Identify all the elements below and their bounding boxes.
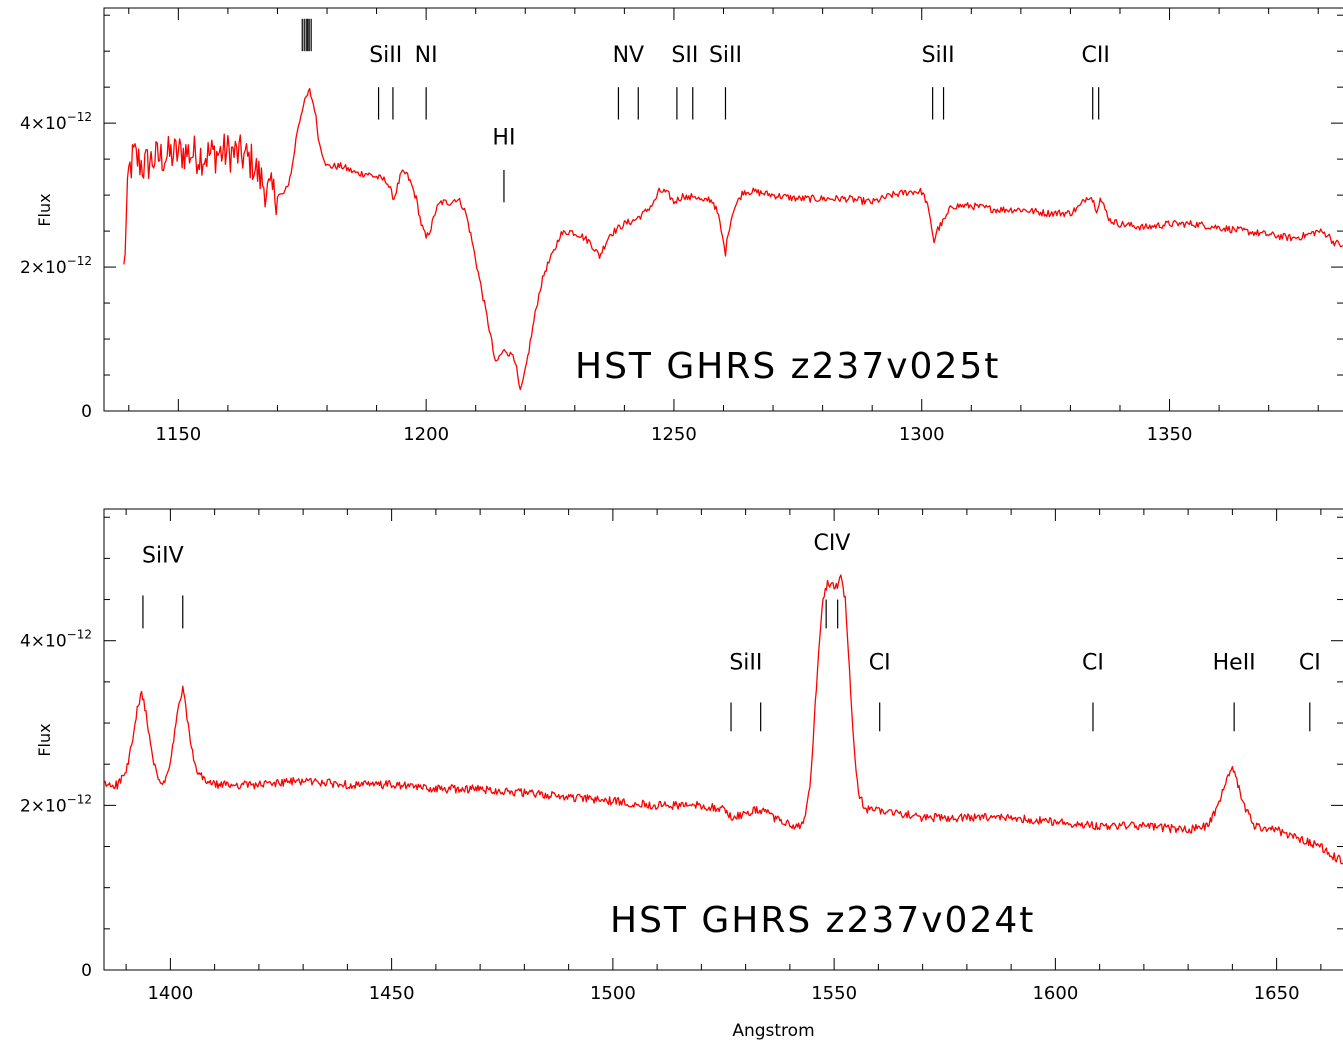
y-tick-label: 2×10−12 (20, 792, 92, 816)
x-tick-label: 1600 (1032, 983, 1078, 1004)
y-axis-label: Flux (35, 723, 54, 756)
line-id-label: SiII (729, 651, 762, 676)
y-axis-label: Flux (35, 193, 54, 226)
line-id-label: SiII (922, 43, 955, 68)
y-tick-mantissa: 2×10 (20, 796, 67, 816)
y-tick-mantissa: 4×10 (20, 114, 67, 134)
line-id-label: CI (869, 651, 891, 676)
y-tick-mantissa: 4×10 (20, 632, 67, 652)
spectrum-line (104, 574, 1343, 865)
x-axis-label: Angstrom (732, 1021, 814, 1041)
line-id-label: CI (1299, 651, 1321, 676)
line-id-label: SII (671, 43, 698, 68)
plot-frame (103, 508, 1343, 971)
x-tick-label: 1300 (899, 424, 945, 445)
y-tick-mantissa: 2×10 (20, 258, 67, 278)
x-tick-label: 1650 (1254, 983, 1300, 1004)
x-tick-label: 1150 (155, 424, 201, 445)
plot-frame (103, 7, 1343, 412)
line-id-label: SiIV (142, 544, 184, 569)
x-tick-label: 1350 (1147, 424, 1193, 445)
y-tick-label: 4×10−12 (20, 110, 92, 134)
spectrum-title: HST GHRS z237v024t (610, 900, 1035, 941)
spectrum-title: HST GHRS z237v025t (575, 346, 1000, 387)
y-tick-exponent: −12 (67, 792, 92, 806)
line-id-label: HI (492, 126, 515, 151)
line-id-label: CII (1082, 43, 1110, 68)
x-tick-label: 1200 (403, 424, 449, 445)
top-spectrum-panel: 1150120012501300135002×10−124×10−12FluxC… (20, 7, 1343, 445)
y-tick-mantissa: 0 (81, 961, 92, 981)
line-id-label: SiII (709, 43, 742, 68)
y-tick-label: 4×10−12 (20, 628, 92, 652)
line-id-label: HeII (1213, 651, 1256, 676)
y-tick-exponent: −12 (67, 110, 92, 124)
y-tick-label: 0 (81, 961, 92, 981)
x-tick-label: 1400 (147, 983, 193, 1004)
y-tick-mantissa: 0 (81, 402, 92, 422)
spectrum-line (123, 87, 1343, 391)
y-tick-exponent: −12 (67, 628, 92, 642)
line-id-label: SiII (369, 43, 402, 68)
line-id-label: CIV (813, 531, 850, 556)
line-id-label: CI (1082, 651, 1104, 676)
line-id-label: NV (613, 43, 645, 68)
line-id-label: NI (415, 43, 438, 68)
x-tick-label: 1250 (651, 424, 697, 445)
y-tick-label: 2×10−12 (20, 254, 92, 278)
x-tick-label: 1450 (369, 983, 415, 1004)
bottom-spectrum-panel: 1400 1450 1500 1550 1600 165002×10−124×10−12F… (20, 508, 1343, 1041)
x-tick-label: 1550 (811, 983, 857, 1004)
y-tick-label: 0 (81, 402, 92, 422)
y-tick-exponent: −12 (67, 254, 92, 268)
x-tick-label: 1500 (590, 983, 636, 1004)
